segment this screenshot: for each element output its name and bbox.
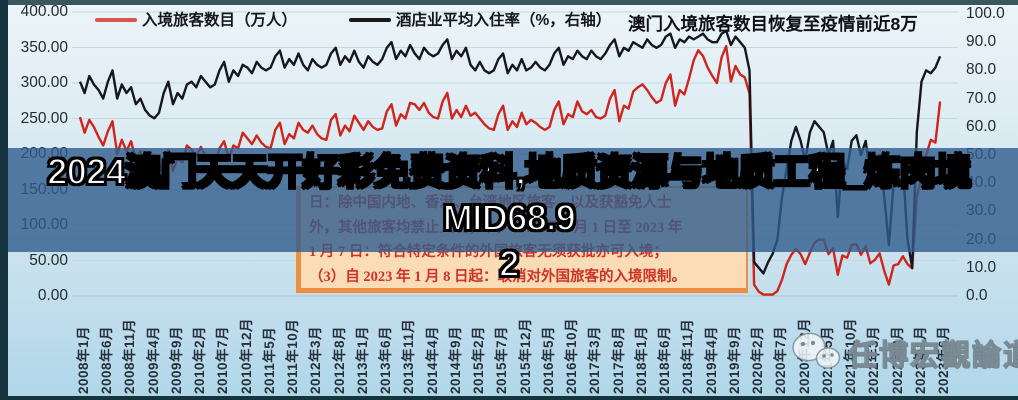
overlay-spam-text: 2024澳门天天开好彩免费资科,地质资源与地质工程_炼肉境MID68.9 2 — [0, 149, 1018, 287]
legend-swatch-visitors — [95, 18, 137, 22]
watermark: 任博宏觀論道 — [790, 330, 1018, 376]
right-axis-tick: 100.0 — [966, 5, 1005, 22]
x-axis-tick: 2014年9月 — [447, 325, 463, 394]
x-axis-tick: 2010年12月 — [238, 317, 254, 394]
watermark-text: 任博宏觀論道 — [847, 339, 1018, 372]
left-axis-tick: 400.00 — [20, 3, 68, 20]
frame-left-edge — [0, 0, 8, 400]
x-axis-tick: 2010年7月 — [215, 325, 231, 394]
x-axis-tick: 2015年12月 — [517, 317, 533, 394]
left-axis-tick: 350.00 — [20, 38, 68, 56]
x-axis-tick: 2020年2月 — [750, 325, 766, 394]
wechat-icon — [790, 330, 842, 376]
left-axis-tick: 300.00 — [20, 74, 68, 91]
frame-bottom-edge — [0, 396, 1018, 400]
right-axis-tick: 60.0 — [966, 117, 997, 135]
x-axis-tick: 2016年10月 — [564, 317, 580, 394]
right-axis-tick: 0.0 — [966, 287, 988, 304]
x-axis-tick: 2014年4月 — [424, 325, 440, 394]
legend-swatch-occupancy — [349, 18, 391, 22]
x-axis-tick: 2012年8月 — [331, 325, 347, 394]
chart-title: 澳门入境旅客数目恢复至疫情前近8万 — [628, 14, 918, 34]
x-axis-tick: 2017年3月 — [587, 325, 603, 394]
x-axis-tick: 2018年1月 — [633, 325, 649, 394]
x-axis-tick: 2008年6月 — [99, 325, 115, 394]
x-axis-tick: 2018年6月 — [657, 325, 673, 394]
left-axis-tick: 0.00 — [37, 287, 68, 304]
x-axis-tick: 2015年2月 — [471, 325, 487, 394]
x-axis-tick: 2012年3月 — [308, 325, 324, 394]
x-axis-tick: 2013年6月 — [378, 325, 394, 394]
x-axis-tick: 2011年10月 — [285, 318, 301, 394]
right-axis-tick: 10.0 — [966, 258, 997, 276]
x-axis-tick: 2008年11月 — [122, 318, 138, 394]
x-axis-tick: 2020年7月 — [773, 325, 789, 394]
x-axis-tick: 2013年1月 — [354, 325, 370, 394]
x-axis-tick: 2019年4月 — [703, 325, 719, 394]
x-axis-tick: 2011年5月 — [261, 326, 277, 394]
right-axis-tick: 70.0 — [966, 89, 997, 107]
right-axis-tick: 80.0 — [966, 61, 997, 79]
x-axis-tick: 2016年5月 — [540, 325, 556, 394]
x-axis-tick: 2009年4月 — [145, 325, 161, 394]
x-axis-tick: 2009年9月 — [168, 325, 184, 394]
left-axis-tick: 250.00 — [20, 109, 68, 127]
x-axis-tick: 2015年7月 — [494, 325, 510, 394]
x-axis-tick: 2013年11月 — [401, 318, 417, 394]
x-axis-tick: 2008年1月 — [76, 325, 91, 394]
series-line — [78, 29, 942, 275]
left-axis-tick: 50.00 — [29, 251, 68, 269]
policy-note-line: （3）自 2023 年 1 月 8 日起：取消对外国旅客的入境限制。 — [309, 268, 686, 285]
x-axis-tick: 2017年8月 — [610, 325, 626, 394]
legend-label-visitors: 入境旅客数目（万人） — [142, 12, 298, 29]
frame-top-edge — [0, 0, 1018, 5]
overlay-spam-line-1: 2024澳门天天开好彩免费资科,地质资源与地质工程_炼肉境MID68.9 — [46, 150, 972, 239]
x-axis-tick: 2018年11月 — [680, 318, 696, 394]
overlay-spam-line-2: 2 — [498, 242, 520, 285]
right-axis-tick: 90.0 — [966, 33, 997, 51]
x-axis-tick: 2010年2月 — [192, 325, 208, 394]
overlay-band — [0, 148, 1018, 252]
legend-label-occupancy: 酒店业平均入住率（%，右轴） — [396, 12, 612, 29]
x-axis-tick: 2019年9月 — [726, 325, 742, 394]
